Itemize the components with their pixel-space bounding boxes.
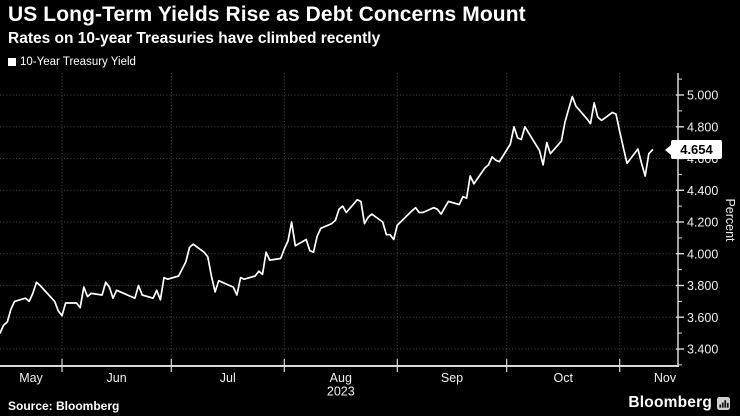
bloomberg-logo: Bloomberg [628,394,730,412]
y-axis-ticks [676,78,684,366]
y-tick-label: 3.600 [687,311,718,325]
page-title: US Long-Term Yields Rise as Debt Concern… [8,3,526,26]
vertical-gridlines [61,73,621,366]
series-swatch-icon [8,58,16,66]
x-tick-label: Aug [330,371,352,385]
treasury-yield-line [0,95,654,334]
page-subtitle: Rates on 10-year Treasuries have climbed… [8,30,381,47]
horizontal-gridlines [0,94,678,350]
y-tick-label: 3.800 [687,279,718,293]
x-tick-label: May [19,371,43,385]
y-tick-label: 4.200 [687,216,718,230]
source-label: Source: Bloomberg [8,399,120,413]
x-tick-label: Oct [553,371,573,385]
bloomberg-wordmark: Bloomberg [628,394,712,411]
year-label: 2023 [327,385,355,399]
y-tick-label: 4.400 [687,184,718,198]
x-tick-label: Jun [107,371,127,385]
y-tick-labels: 3.4003.6003.8004.0004.2004.4004.6004.800… [687,89,718,357]
bar-chart-icon [717,396,730,410]
y-tick-label: 5.000 [687,89,718,103]
last-value-badge: 4.654 [665,140,722,159]
y-tick-label: 4.800 [687,120,718,134]
legend: 10-Year Treasury Yield [8,56,136,68]
legend-label: 10-Year Treasury Yield [20,56,136,68]
x-axis-ticks [61,359,621,372]
x-tick-label: Nov [654,371,677,385]
x-tick-label: Jul [220,371,236,385]
y-tick-label: 3.400 [687,343,718,357]
axes [0,73,679,367]
y-axis-title: Percent [723,198,737,242]
y-tick-label: 4.000 [687,247,718,261]
x-tick-label: Sep [441,371,463,385]
